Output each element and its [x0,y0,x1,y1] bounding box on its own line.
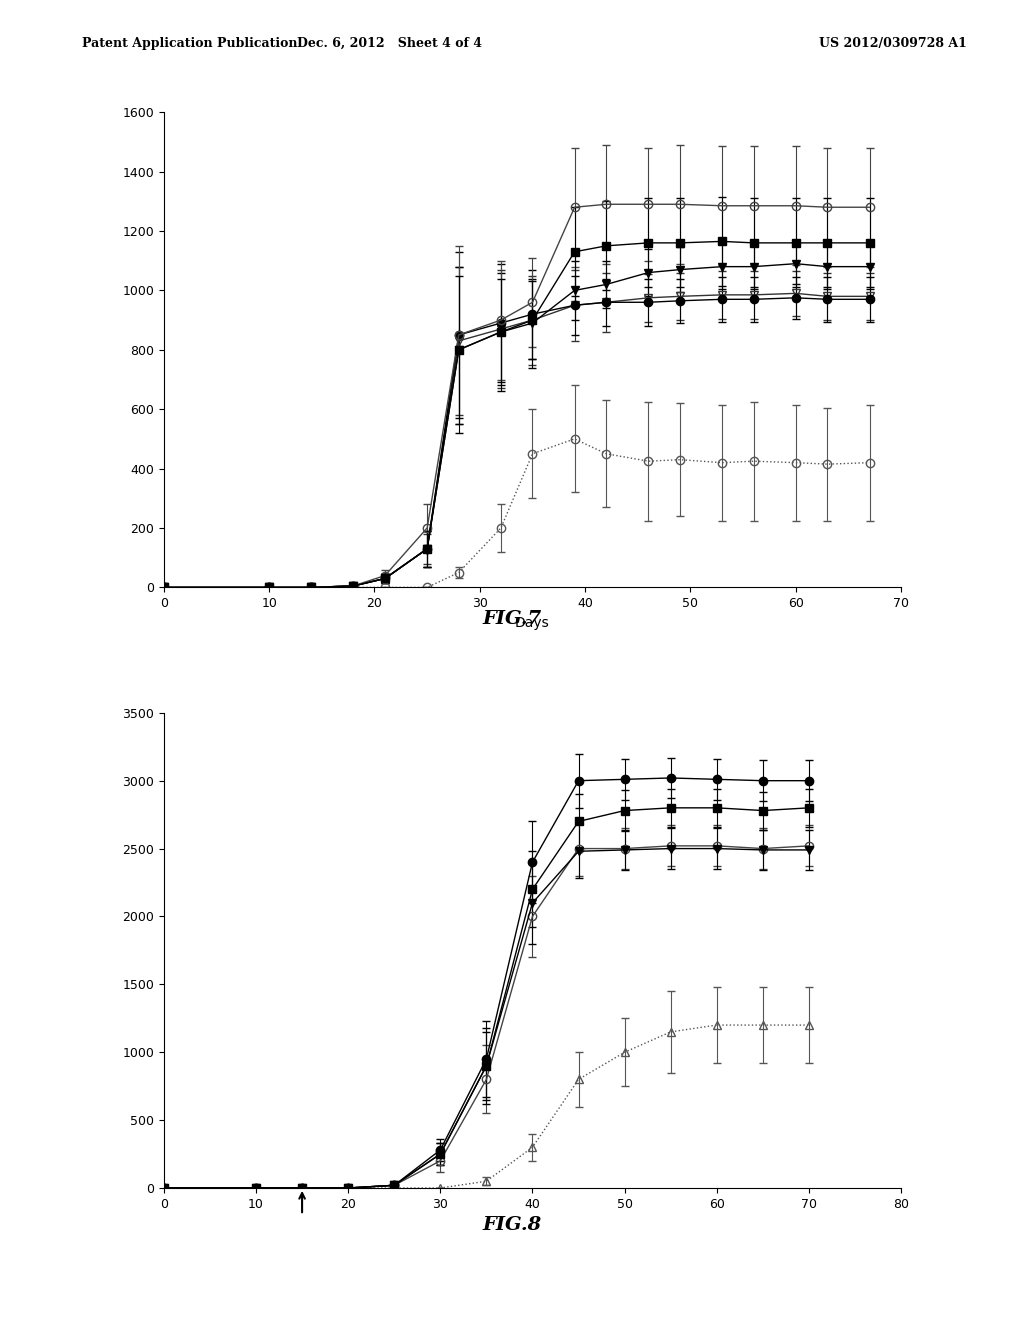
Text: US 2012/0309728 A1: US 2012/0309728 A1 [819,37,967,50]
X-axis label: Days: Days [515,615,550,630]
Text: Patent Application Publication: Patent Application Publication [82,37,297,50]
Text: FIG.7: FIG.7 [482,610,542,628]
Text: Dec. 6, 2012   Sheet 4 of 4: Dec. 6, 2012 Sheet 4 of 4 [297,37,481,50]
Text: FIG.8: FIG.8 [482,1216,542,1234]
